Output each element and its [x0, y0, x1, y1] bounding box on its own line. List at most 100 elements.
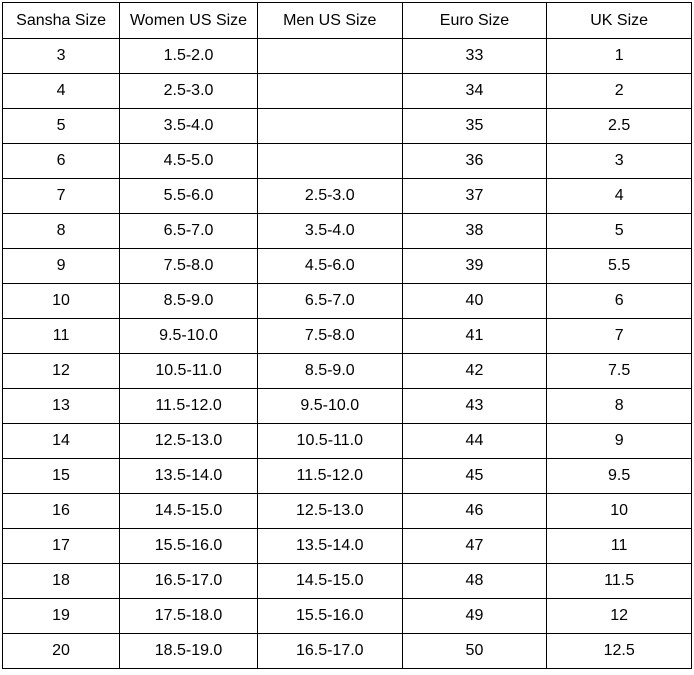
table-cell [257, 109, 402, 144]
table-cell [257, 39, 402, 74]
table-cell: 7 [547, 319, 692, 354]
table-cell: 9 [547, 424, 692, 459]
table-cell: 11.5 [547, 564, 692, 599]
col-header-sansha: Sansha Size [3, 3, 120, 39]
table-cell: 2 [547, 74, 692, 109]
table-cell: 15.5-16.0 [257, 599, 402, 634]
table-cell: 7 [3, 179, 120, 214]
table-cell: 20 [3, 634, 120, 669]
size-chart-container: Sansha Size Women US Size Men US Size Eu… [0, 0, 694, 671]
table-cell: 7.5-8.0 [120, 249, 258, 284]
table-cell: 33 [402, 39, 547, 74]
table-cell: 43 [402, 389, 547, 424]
table-cell: 13.5-14.0 [120, 459, 258, 494]
table-cell: 12 [3, 354, 120, 389]
table-cell: 1.5-2.0 [120, 39, 258, 74]
table-cell: 14.5-15.0 [257, 564, 402, 599]
table-cell [257, 74, 402, 109]
table-cell: 35 [402, 109, 547, 144]
table-cell: 13 [3, 389, 120, 424]
table-cell: 9.5-10.0 [120, 319, 258, 354]
table-cell: 38 [402, 214, 547, 249]
table-row: 1210.5-11.08.5-9.0427.5 [3, 354, 692, 389]
col-header-euro: Euro Size [402, 3, 547, 39]
table-cell: 10 [3, 284, 120, 319]
table-cell: 4.5-5.0 [120, 144, 258, 179]
table-cell: 11 [547, 529, 692, 564]
table-cell: 3.5-4.0 [120, 109, 258, 144]
table-row: 75.5-6.02.5-3.0374 [3, 179, 692, 214]
table-cell: 4 [3, 74, 120, 109]
table-cell: 49 [402, 599, 547, 634]
table-cell: 17 [3, 529, 120, 564]
table-row: 108.5-9.06.5-7.0406 [3, 284, 692, 319]
table-cell: 7.5 [547, 354, 692, 389]
table-row: 1614.5-15.012.5-13.04610 [3, 494, 692, 529]
table-cell: 3 [547, 144, 692, 179]
table-cell: 11 [3, 319, 120, 354]
table-cell: 5.5-6.0 [120, 179, 258, 214]
table-cell: 12.5 [547, 634, 692, 669]
table-row: 1412.5-13.010.5-11.0449 [3, 424, 692, 459]
table-row: 42.5-3.0342 [3, 74, 692, 109]
table-cell: 16.5-17.0 [120, 564, 258, 599]
table-cell: 9.5 [547, 459, 692, 494]
table-cell: 3 [3, 39, 120, 74]
table-cell: 13.5-14.0 [257, 529, 402, 564]
table-cell: 12 [547, 599, 692, 634]
table-row: 86.5-7.03.5-4.0385 [3, 214, 692, 249]
table-cell: 2.5-3.0 [257, 179, 402, 214]
table-cell: 11.5-12.0 [120, 389, 258, 424]
table-cell: 10.5-11.0 [120, 354, 258, 389]
col-header-women-us: Women US Size [120, 3, 258, 39]
table-cell: 40 [402, 284, 547, 319]
table-cell: 4 [547, 179, 692, 214]
table-row: 1311.5-12.09.5-10.0438 [3, 389, 692, 424]
table-cell: 12.5-13.0 [120, 424, 258, 459]
table-cell: 10.5-11.0 [257, 424, 402, 459]
table-cell: 45 [402, 459, 547, 494]
table-cell: 6 [3, 144, 120, 179]
table-cell: 9.5-10.0 [257, 389, 402, 424]
table-cell: 2.5 [547, 109, 692, 144]
table-row: 53.5-4.0 352.5 [3, 109, 692, 144]
table-cell: 8.5-9.0 [120, 284, 258, 319]
table-cell: 3.5-4.0 [257, 214, 402, 249]
header-row: Sansha Size Women US Size Men US Size Eu… [3, 3, 692, 39]
table-head: Sansha Size Women US Size Men US Size Eu… [3, 3, 692, 39]
table-row: 1917.5-18.015.5-16.04912 [3, 599, 692, 634]
table-cell: 17.5-18.0 [120, 599, 258, 634]
table-body: 31.5-2.033142.5-3.034253.5-4.0352.564.5-… [3, 39, 692, 669]
table-row: 2018.5-19.016.5-17.05012.5 [3, 634, 692, 669]
col-header-uk: UK Size [547, 3, 692, 39]
table-cell [257, 144, 402, 179]
table-cell: 8 [547, 389, 692, 424]
table-cell: 47 [402, 529, 547, 564]
table-cell: 39 [402, 249, 547, 284]
table-cell: 12.5-13.0 [257, 494, 402, 529]
table-cell: 6 [547, 284, 692, 319]
table-cell: 18 [3, 564, 120, 599]
table-cell: 8.5-9.0 [257, 354, 402, 389]
size-chart-table: Sansha Size Women US Size Men US Size Eu… [2, 2, 692, 669]
table-cell: 15.5-16.0 [120, 529, 258, 564]
table-row: 97.5-8.04.5-6.0395.5 [3, 249, 692, 284]
table-cell: 44 [402, 424, 547, 459]
table-cell: 6.5-7.0 [257, 284, 402, 319]
table-cell: 14 [3, 424, 120, 459]
table-cell: 14.5-15.0 [120, 494, 258, 529]
table-cell: 41 [402, 319, 547, 354]
table-cell: 9 [3, 249, 120, 284]
table-cell: 11.5-12.0 [257, 459, 402, 494]
table-row: 1715.5-16.013.5-14.04711 [3, 529, 692, 564]
table-cell: 6.5-7.0 [120, 214, 258, 249]
table-cell: 36 [402, 144, 547, 179]
table-cell: 16.5-17.0 [257, 634, 402, 669]
table-cell: 5 [3, 109, 120, 144]
table-cell: 15 [3, 459, 120, 494]
table-row: 64.5-5.0 363 [3, 144, 692, 179]
table-row: 31.5-2.0331 [3, 39, 692, 74]
table-cell: 48 [402, 564, 547, 599]
table-cell: 37 [402, 179, 547, 214]
table-cell: 7.5-8.0 [257, 319, 402, 354]
